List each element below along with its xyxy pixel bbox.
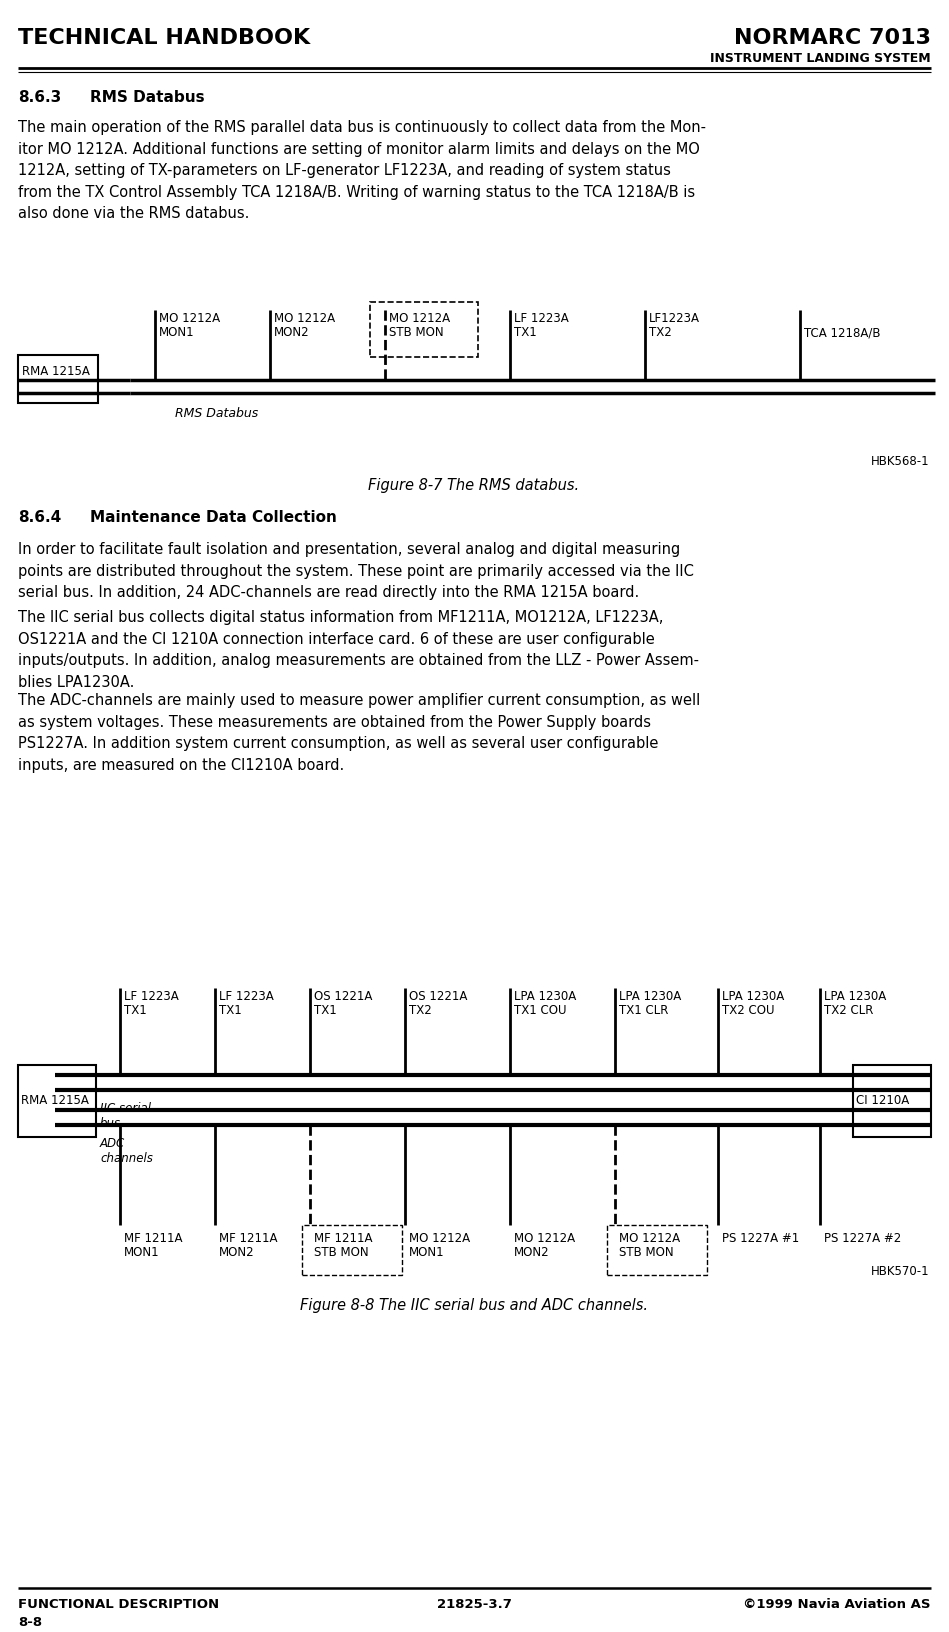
Text: TX1: TX1 (514, 326, 537, 339)
Text: 8-8: 8-8 (18, 1616, 42, 1629)
Text: MON1: MON1 (409, 1245, 445, 1258)
Text: TX1: TX1 (219, 1004, 242, 1017)
Text: RMA 1215A: RMA 1215A (21, 1093, 89, 1106)
Bar (18, 1066, 96, 1138)
Text: RMS Databus: RMS Databus (175, 406, 258, 419)
Text: MO 1212A: MO 1212A (389, 312, 450, 325)
Text: TX2: TX2 (649, 326, 672, 339)
Text: OS 1221A: OS 1221A (314, 991, 372, 1004)
Text: INSTRUMENT LANDING SYSTEM: INSTRUMENT LANDING SYSTEM (711, 52, 931, 65)
Text: ADC
channels: ADC channels (100, 1138, 153, 1165)
Text: MO 1212A: MO 1212A (619, 1232, 680, 1245)
Text: MO 1212A: MO 1212A (159, 312, 220, 325)
Text: LF 1223A: LF 1223A (219, 991, 273, 1004)
Text: NORMARC 7013: NORMARC 7013 (734, 28, 931, 47)
Text: TX1 COU: TX1 COU (514, 1004, 567, 1017)
Text: MON2: MON2 (219, 1245, 254, 1258)
Text: 8.6.4: 8.6.4 (18, 509, 62, 526)
Text: The main operation of the RMS parallel data bus is continuously to collect data : The main operation of the RMS parallel d… (18, 121, 706, 222)
Text: TX2 COU: TX2 COU (722, 1004, 774, 1017)
Text: MF 1211A: MF 1211A (219, 1232, 277, 1245)
Text: TCA 1218A/B: TCA 1218A/B (804, 326, 881, 339)
Text: LPA 1230A: LPA 1230A (514, 991, 576, 1004)
Text: FUNCTIONAL DESCRIPTION: FUNCTIONAL DESCRIPTION (18, 1598, 219, 1611)
Text: TX1: TX1 (124, 1004, 147, 1017)
Text: LPA 1230A: LPA 1230A (722, 991, 784, 1004)
Text: MON1: MON1 (124, 1245, 159, 1258)
Bar (370, 302, 478, 357)
Text: MF 1211A: MF 1211A (124, 1232, 182, 1245)
Text: STB MON: STB MON (619, 1245, 674, 1258)
Text: LPA 1230A: LPA 1230A (824, 991, 886, 1004)
Text: Figure 8-8 The IIC serial bus and ADC channels.: Figure 8-8 The IIC serial bus and ADC ch… (300, 1297, 648, 1314)
Text: 21825-3.7: 21825-3.7 (437, 1598, 512, 1611)
Text: HBK570-1: HBK570-1 (871, 1265, 930, 1278)
Text: MF 1211A: MF 1211A (314, 1232, 373, 1245)
Text: In order to facilitate fault isolation and presentation, several analog and digi: In order to facilitate fault isolation a… (18, 542, 694, 601)
Text: TX2 CLR: TX2 CLR (824, 1004, 873, 1017)
Text: HBK568-1: HBK568-1 (871, 455, 930, 468)
Text: OS 1221A: OS 1221A (409, 991, 467, 1004)
Bar (607, 1226, 707, 1275)
Text: The IIC serial bus collects digital status information from MF1211A, MO1212A, LF: The IIC serial bus collects digital stat… (18, 610, 699, 690)
Text: ©1999 Navia Aviation AS: ©1999 Navia Aviation AS (743, 1598, 931, 1611)
Text: MO 1212A: MO 1212A (409, 1232, 470, 1245)
Text: 8.6.3: 8.6.3 (18, 90, 62, 104)
Text: Maintenance Data Collection: Maintenance Data Collection (90, 509, 337, 526)
Text: TECHNICAL HANDBOOK: TECHNICAL HANDBOOK (18, 28, 310, 47)
Text: RMS Databus: RMS Databus (90, 90, 205, 104)
Text: TX1: TX1 (314, 1004, 337, 1017)
Bar (302, 1226, 402, 1275)
Text: PS 1227A #1: PS 1227A #1 (722, 1232, 799, 1245)
Text: LF1223A: LF1223A (649, 312, 700, 325)
Bar (18, 356, 98, 403)
Text: RMA 1215A: RMA 1215A (22, 366, 90, 379)
Text: Figure 8-7 The RMS databus.: Figure 8-7 The RMS databus. (368, 478, 580, 493)
Text: STB MON: STB MON (389, 326, 443, 339)
Text: STB MON: STB MON (314, 1245, 368, 1258)
Text: MON2: MON2 (514, 1245, 549, 1258)
Text: MON2: MON2 (274, 326, 309, 339)
Text: CI 1210A: CI 1210A (856, 1093, 909, 1106)
Bar (853, 1066, 931, 1138)
Text: The ADC-channels are mainly used to measure power amplifier current consumption,: The ADC-channels are mainly used to meas… (18, 694, 700, 774)
Text: MO 1212A: MO 1212A (274, 312, 335, 325)
Text: PS 1227A #2: PS 1227A #2 (824, 1232, 902, 1245)
Text: LPA 1230A: LPA 1230A (619, 991, 681, 1004)
Text: LF 1223A: LF 1223A (514, 312, 568, 325)
Text: MON1: MON1 (159, 326, 195, 339)
Text: MO 1212A: MO 1212A (514, 1232, 575, 1245)
Text: LF 1223A: LF 1223A (124, 991, 178, 1004)
Text: TX1 CLR: TX1 CLR (619, 1004, 668, 1017)
Text: IIC serial
bus: IIC serial bus (100, 1102, 151, 1129)
Text: TX2: TX2 (409, 1004, 432, 1017)
